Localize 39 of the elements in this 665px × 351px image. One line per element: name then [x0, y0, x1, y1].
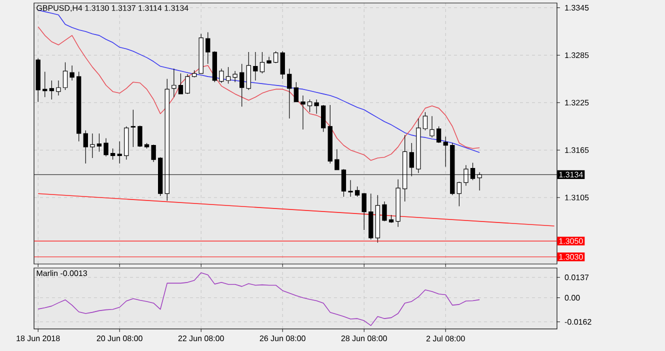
candlestick [266, 56, 272, 64]
candlestick [104, 138, 108, 157]
y-tick-label: 1.3165 [565, 147, 589, 153]
x-tick-label: 18 Jun 2018 [16, 336, 60, 342]
y-tick-label: -0.0162 [564, 319, 592, 325]
candlestick [90, 133, 95, 158]
candlestick [300, 95, 306, 130]
x-tick-label: 28 Jun 08:00 [341, 336, 387, 342]
y-tick-label: 1.3105 [565, 194, 589, 200]
candlestick [219, 68, 224, 84]
candlestick [396, 179, 400, 228]
candlestick [185, 74, 190, 94]
candlestick [232, 70, 238, 82]
candlestick [70, 65, 74, 81]
y-tick-label: 0.00 [564, 294, 580, 301]
candlestick [430, 116, 434, 138]
chart-title: GBPUSD,H4 1.3130 1.3137 1.3114 1.3134 [36, 5, 188, 12]
candlestick [138, 125, 142, 148]
candlestick [253, 52, 258, 81]
x-tick-label: 2 Jul 08:00 [426, 336, 465, 342]
candlestick [456, 181, 462, 207]
candlestick [130, 109, 136, 148]
y-tick-label: 1.3225 [565, 100, 589, 106]
candlestick [280, 50, 285, 80]
chart-title: Marlin -0.0013 [36, 270, 87, 276]
x-tick-label: 22 Jun 08:00 [178, 336, 224, 342]
ref-line-label: 1.3050 [559, 238, 583, 244]
candlestick [348, 180, 353, 198]
candlestick [151, 144, 156, 162]
x-tick-label: 26 Jun 08:00 [260, 336, 306, 342]
ref-line-label: 1.3134 [559, 172, 583, 178]
ref-line-label: 1.3030 [559, 254, 583, 260]
candlestick [56, 80, 61, 96]
x-tick-label: 20 Jun 08:00 [96, 336, 142, 342]
y-tick-label: 0.0137 [564, 274, 589, 280]
candlestick [314, 99, 319, 114]
y-tick-label: 1.3285 [565, 52, 589, 58]
candlestick [382, 201, 387, 222]
y-tick-label: 1.3345 [565, 4, 589, 11]
